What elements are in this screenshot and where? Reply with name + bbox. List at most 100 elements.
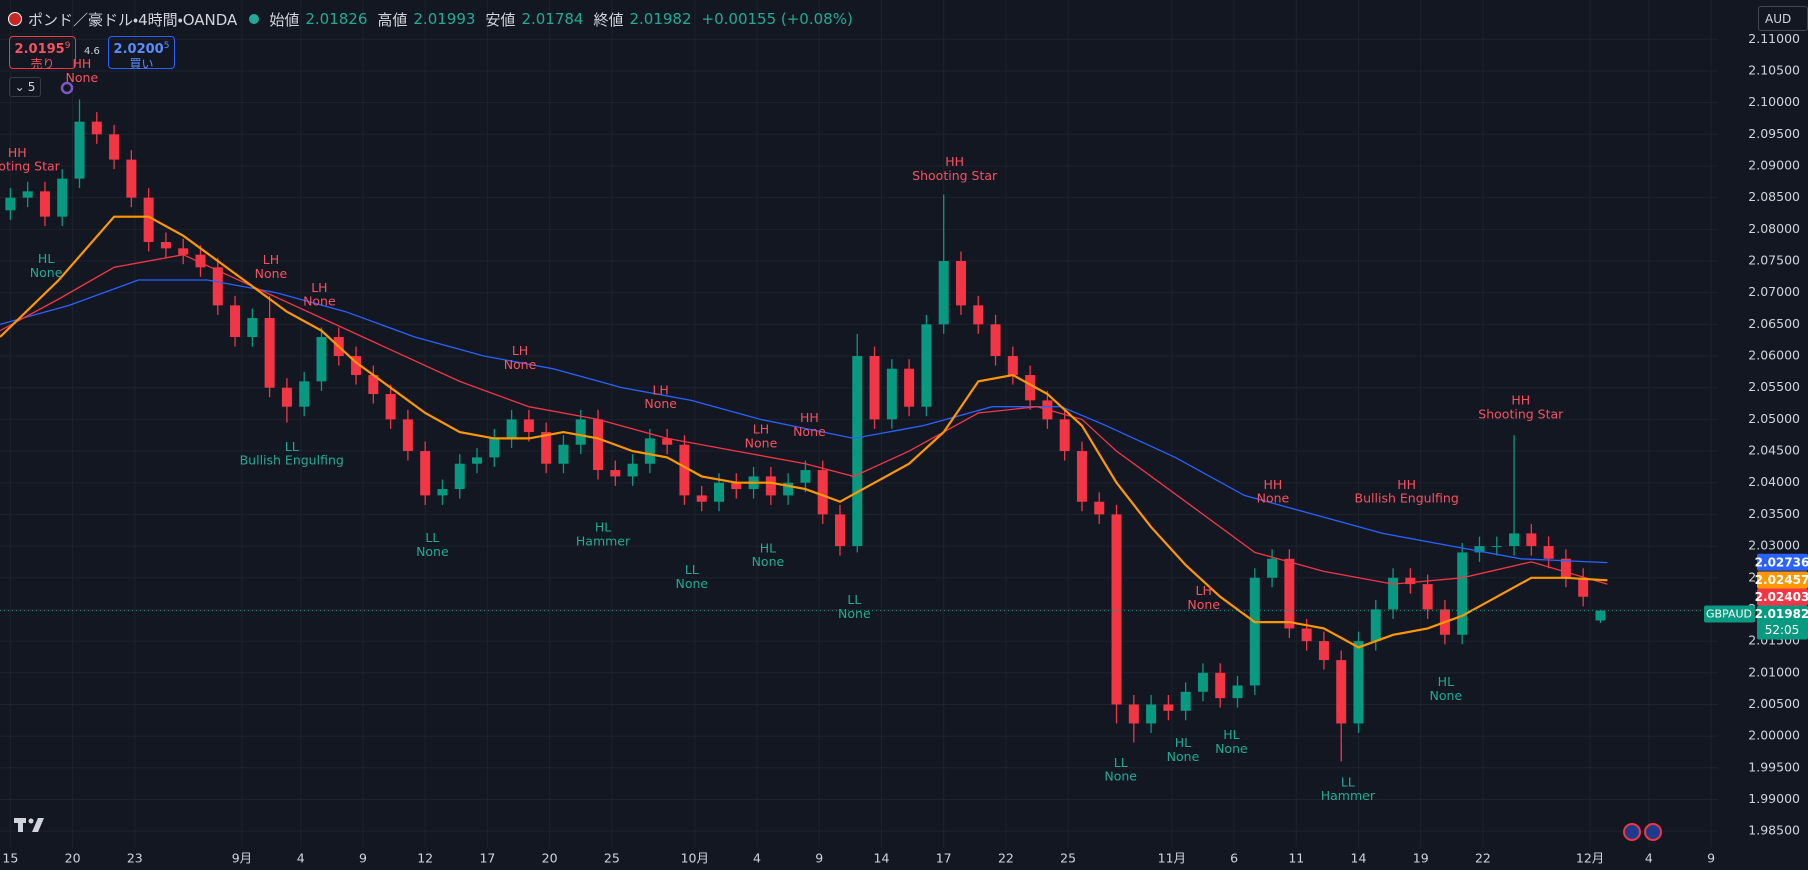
pattern-name: None	[752, 554, 785, 569]
candle-body	[662, 438, 673, 445]
pattern-name: None	[1257, 491, 1290, 506]
candle-body	[990, 324, 1001, 357]
candle-body	[368, 375, 379, 395]
candle-body	[1163, 704, 1174, 711]
candle-body	[91, 121, 102, 135]
sell-button[interactable]: 2.01959 売り	[9, 36, 76, 71]
pattern-name: None	[504, 357, 537, 372]
candle-body	[1076, 451, 1087, 502]
candle-body	[1249, 577, 1260, 686]
pattern-label: HL	[1175, 735, 1191, 750]
y-tick-label: 2.07000	[1748, 284, 1800, 299]
indicator-toggle[interactable]: ⌄ 5	[9, 77, 41, 97]
pattern-label: HL	[760, 540, 776, 555]
pattern-label: LH	[311, 280, 327, 295]
candle-body	[800, 470, 811, 483]
candle-body	[921, 324, 932, 407]
price-tag	[1757, 571, 1808, 589]
sell-label: 売り	[30, 57, 55, 71]
header: ポンド／豪ドル・4時間・OANDA 始値 2.01826 高値 2.01993 安値…	[8, 8, 857, 30]
symbol-title[interactable]: ポンド／豪ドル・4時間・OANDA	[28, 10, 238, 29]
candle-body	[852, 356, 863, 547]
candle-body	[1578, 577, 1589, 597]
event-icons[interactable]	[1623, 823, 1662, 841]
candle-body	[143, 197, 154, 242]
pattern-label: LL	[685, 562, 699, 577]
pattern-name: Shooting Star	[912, 168, 998, 183]
high-label: 高値	[377, 10, 408, 29]
pattern-label: LL	[1114, 755, 1128, 770]
x-tick-label: 9月	[232, 851, 252, 866]
candle-body	[1526, 533, 1537, 547]
change-value: +0.00155 (+0.08%)	[701, 10, 853, 28]
candle-body	[1007, 356, 1018, 376]
x-tick-label: 15	[2, 851, 18, 866]
pattern-name: Hammer	[1321, 788, 1376, 803]
chevron: ⌄	[14, 80, 25, 94]
candle-body	[627, 463, 638, 477]
candle-body	[1370, 609, 1381, 642]
low-value: 2.01784	[521, 10, 584, 28]
x-tick-label: 14	[874, 851, 890, 866]
candle-body	[1353, 641, 1364, 724]
candle-body	[731, 482, 742, 490]
y-tick-label: 2.11000	[1748, 31, 1800, 46]
x-tick-label: 9	[1707, 851, 1715, 866]
candle-body	[160, 242, 171, 249]
pattern-label: HH	[800, 410, 819, 425]
x-tick-label: 14	[1351, 851, 1367, 866]
price-tag-label: 2.02403	[1755, 590, 1808, 604]
candle-body	[679, 444, 690, 496]
candle-body	[973, 305, 984, 325]
pattern-name: None	[1167, 749, 1200, 764]
pattern-name: None	[255, 266, 288, 281]
candle-body	[817, 470, 828, 515]
symbol-icon	[8, 12, 22, 26]
close-label: 終値	[593, 10, 624, 29]
buy-button[interactable]: 2.02005 買い	[108, 36, 175, 71]
candle-body	[195, 254, 206, 268]
candle-body	[454, 463, 465, 490]
candle-body	[74, 121, 85, 179]
candle-body	[1543, 546, 1554, 559]
candle-body	[714, 482, 725, 502]
candle-body	[281, 387, 292, 407]
close-value: 2.01982	[629, 10, 692, 28]
pattern-label: HL	[595, 520, 611, 535]
price-tag	[1757, 588, 1808, 606]
candle-body	[1405, 577, 1416, 585]
candle-body	[955, 261, 966, 306]
pattern-name: None	[644, 396, 677, 411]
tv-logo	[14, 818, 44, 832]
sell-price: 2.0195	[14, 42, 65, 57]
x-tick-label: 9	[815, 851, 823, 866]
x-tick-label: 12	[417, 851, 433, 866]
currency-select[interactable]: AUD	[1758, 6, 1808, 31]
pattern-name: None	[793, 424, 826, 439]
pattern-name: Bullish Engulfing	[240, 453, 344, 468]
pattern-name: None	[30, 265, 63, 280]
x-tick-label: 11月	[1158, 851, 1186, 866]
x-tick-label: 22	[1475, 851, 1491, 866]
pattern-label: LL	[425, 530, 439, 545]
candle-body	[904, 368, 915, 407]
x-tick-label: 4	[1645, 851, 1653, 866]
pattern-name: None	[675, 576, 708, 591]
pattern-label: HH	[945, 154, 964, 169]
candle-body	[1094, 501, 1105, 515]
y-tick-label: 2.06500	[1748, 316, 1800, 331]
candle-body	[1388, 577, 1399, 610]
candle-body	[610, 470, 621, 477]
x-tick-label: 17	[479, 851, 495, 866]
currency: AUD	[1765, 11, 1792, 26]
pattern-name: None	[745, 435, 778, 450]
candle-body	[593, 419, 604, 471]
candle-body	[1232, 685, 1243, 699]
open-value: 2.01826	[305, 10, 368, 28]
candle-body	[1267, 558, 1278, 578]
candle-body	[178, 248, 189, 255]
candle-body	[765, 476, 776, 496]
candle-body	[1025, 375, 1036, 401]
